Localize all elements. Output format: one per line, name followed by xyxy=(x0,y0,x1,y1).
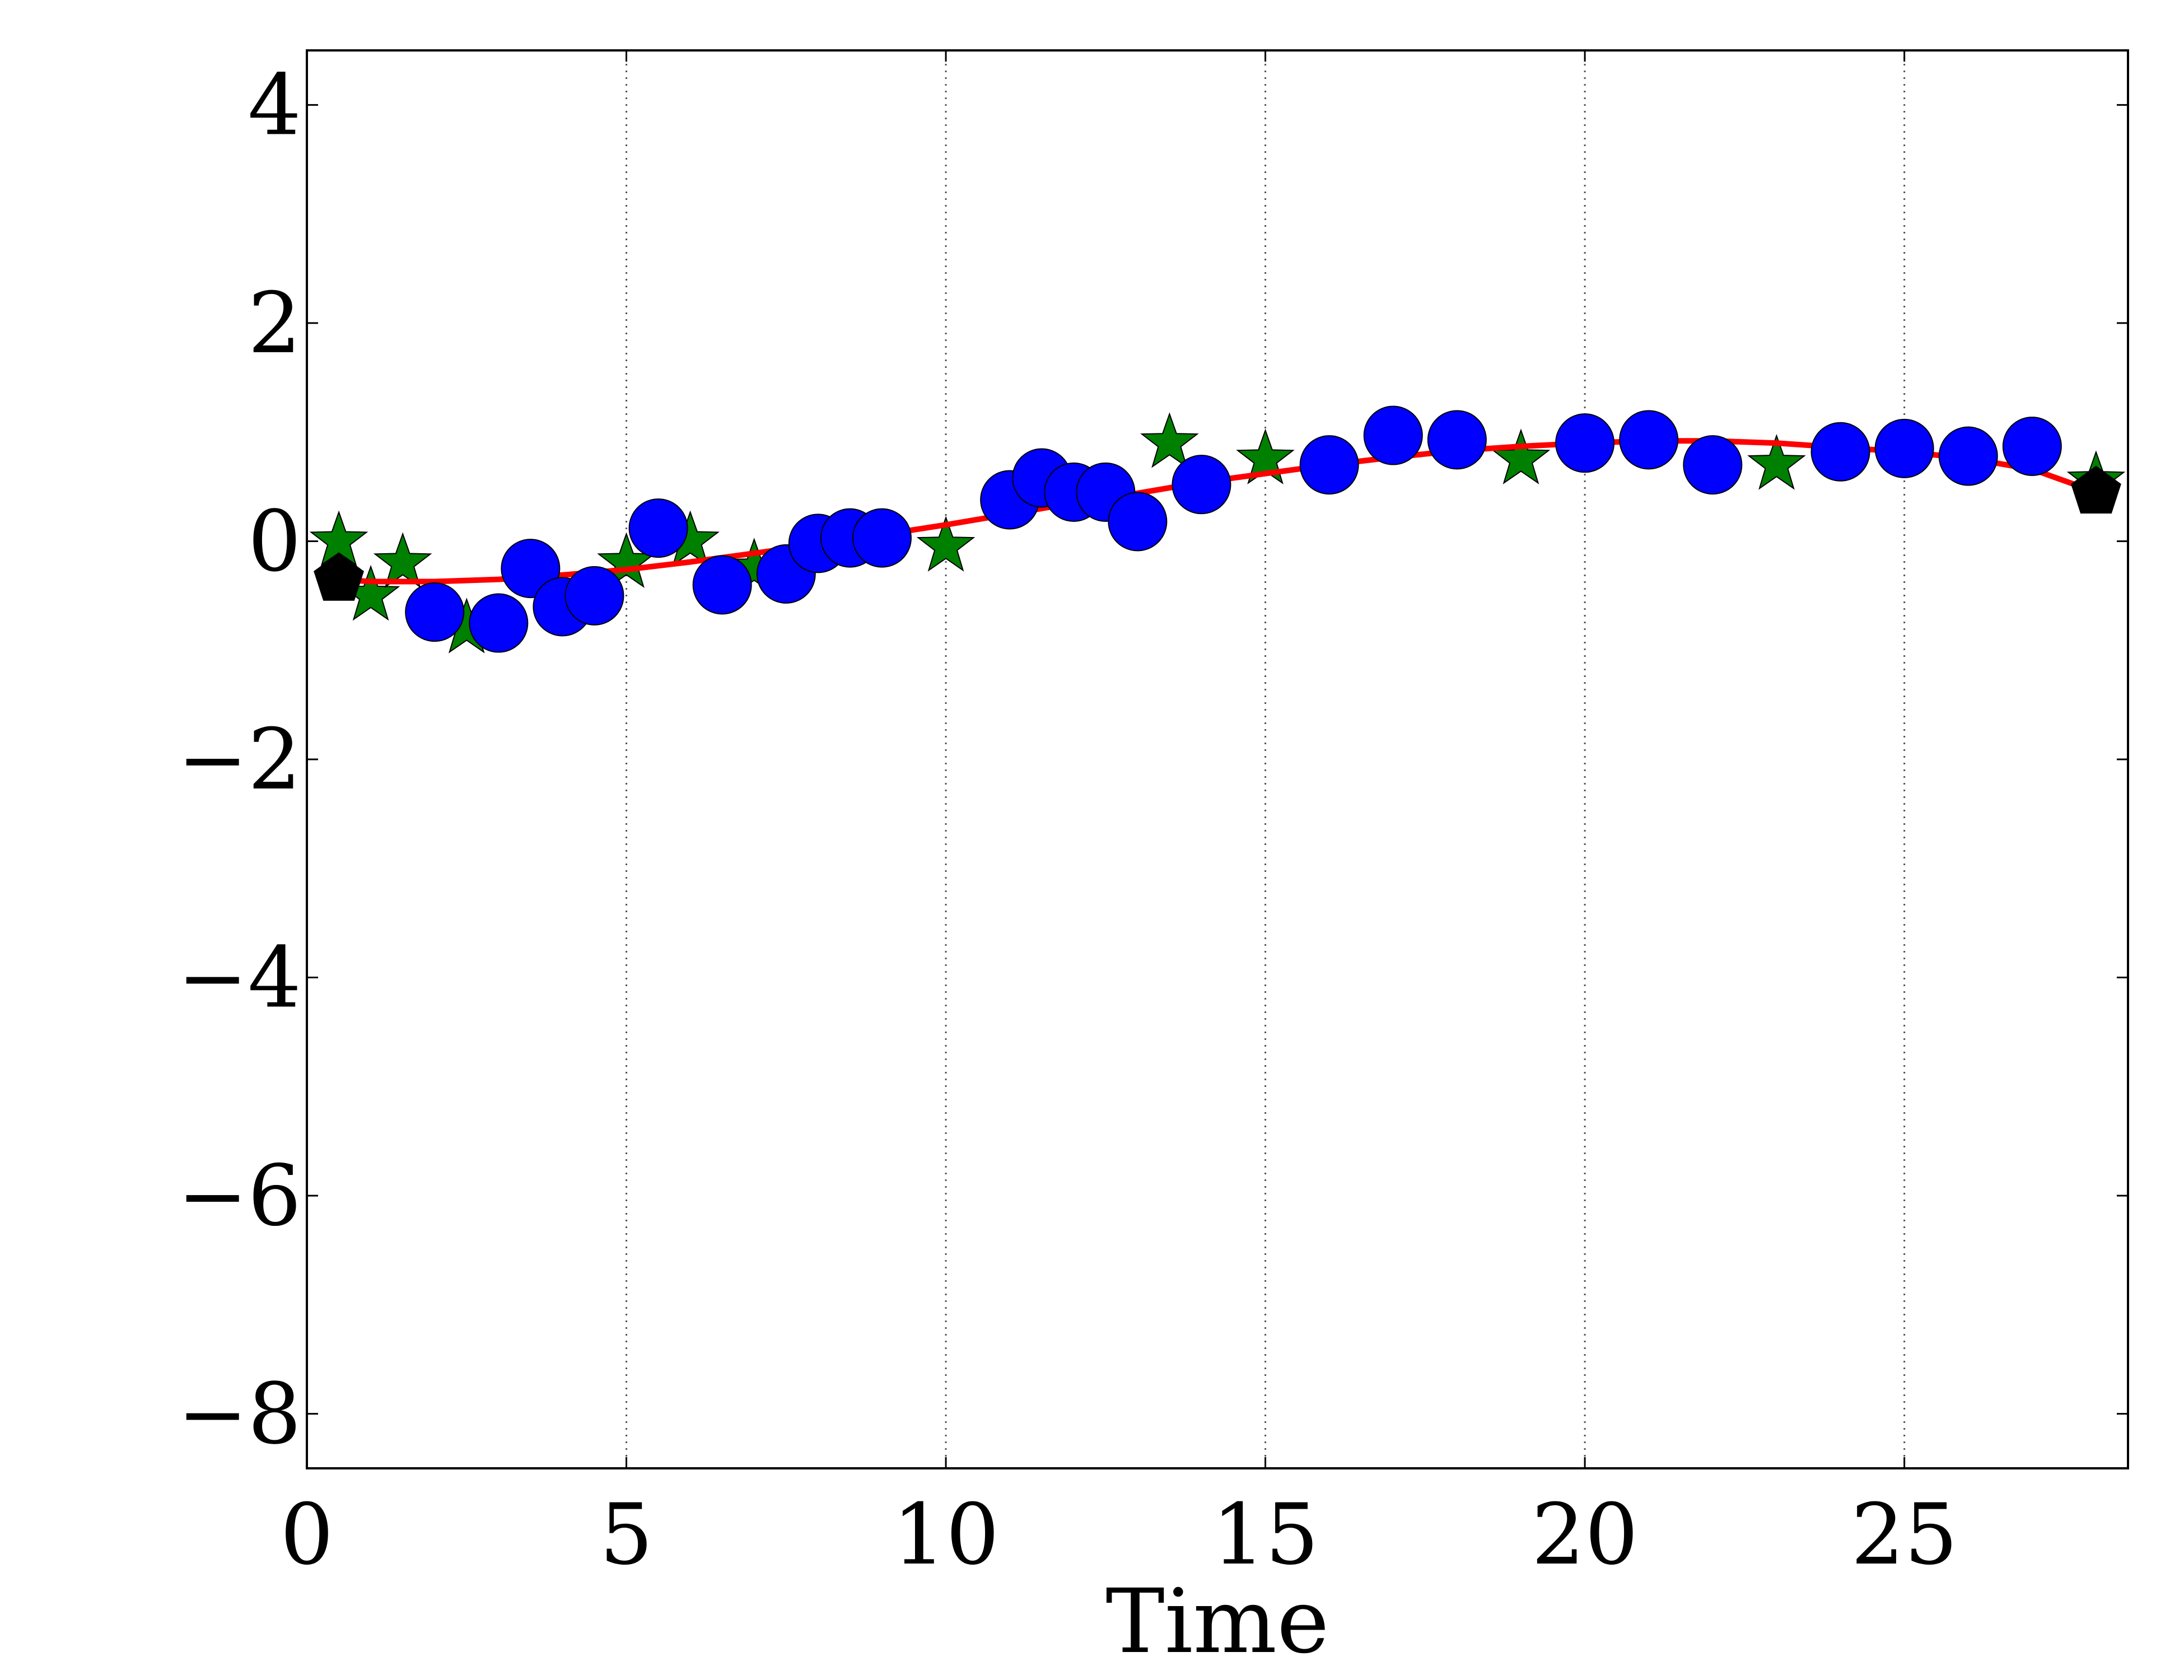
x-tick-label: 10 xyxy=(893,1486,1000,1584)
circle-point xyxy=(1938,426,1998,486)
circle-point xyxy=(692,555,752,615)
circle-point xyxy=(1172,455,1231,515)
circle-point xyxy=(1683,435,1743,495)
x-tick-label: 5 xyxy=(600,1486,653,1584)
x-tick-labels: 0 5 10 15 20 25 xyxy=(280,1486,1958,1584)
circle-point xyxy=(852,508,912,568)
circle-point xyxy=(1299,435,1359,495)
star-point xyxy=(373,532,432,588)
x-tick-label: 0 xyxy=(280,1486,333,1584)
pentagon-point xyxy=(314,553,364,601)
circle-point xyxy=(2002,417,2062,477)
y-tick-label: 2 xyxy=(248,275,301,372)
y-tick-label: −2 xyxy=(178,711,301,809)
circle-point xyxy=(405,582,465,642)
x-tick-label: 25 xyxy=(1851,1486,1958,1584)
circle-point xyxy=(628,498,688,558)
star-point xyxy=(1140,412,1199,468)
x-tick-label: 15 xyxy=(1212,1486,1319,1584)
circle-point xyxy=(564,566,624,626)
x-tick-label: 20 xyxy=(1532,1486,1639,1584)
circle-point xyxy=(1363,405,1423,465)
grid-lines xyxy=(626,50,1906,1468)
circle-point xyxy=(1874,418,1934,478)
pentagon-point xyxy=(2071,465,2121,514)
circle-point xyxy=(1810,422,1870,482)
circle-point xyxy=(1555,413,1615,473)
y-tick-label: 4 xyxy=(248,57,301,154)
y-tick-label: −8 xyxy=(178,1366,301,1463)
circle-point xyxy=(469,593,529,653)
y-tick-label: 0 xyxy=(248,493,301,590)
circle-point xyxy=(1108,492,1168,552)
star-point xyxy=(916,516,976,572)
plot-area xyxy=(309,405,2126,654)
y-tick-label: −4 xyxy=(178,930,301,1027)
axis-ticks xyxy=(306,50,2128,1468)
y-tick-labels: 4 2 0 −2 −4 −6 −8 xyxy=(178,57,301,1463)
circle-point xyxy=(1619,410,1679,470)
star-point xyxy=(1747,434,1806,490)
y-tick-label: −6 xyxy=(178,1147,301,1245)
x-axis-label: Time xyxy=(1105,1570,1329,1673)
circle-point xyxy=(1427,410,1487,470)
